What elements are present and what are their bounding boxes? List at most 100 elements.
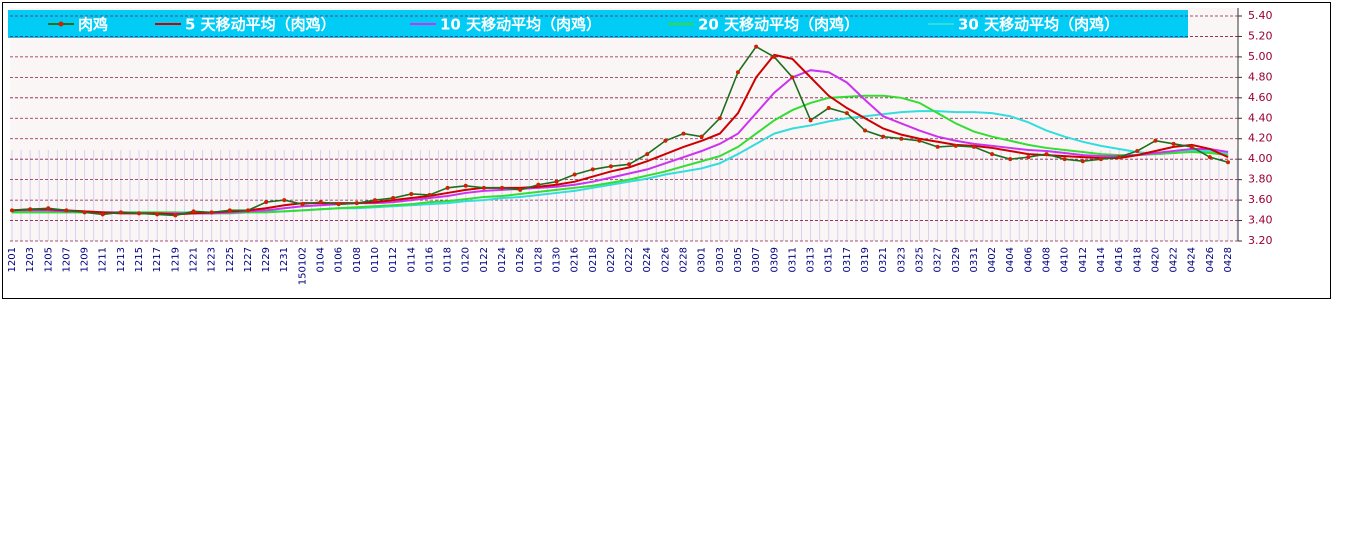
- point-marker: [1153, 138, 1158, 143]
- point-marker: [935, 144, 940, 149]
- legend-label: 20 天移动平均（肉鸡）: [698, 16, 859, 34]
- x-tick-label: 0226: [660, 247, 671, 272]
- point-marker: [790, 75, 795, 80]
- point-marker: [1080, 159, 1085, 164]
- point-marker: [46, 206, 51, 211]
- x-tick-label: 0228: [679, 247, 690, 272]
- x-tick-label: 0218: [588, 247, 599, 272]
- x-tick-label: 0216: [570, 247, 581, 272]
- y-tick-label: 5.00: [1248, 50, 1273, 63]
- x-tick-label: 0224: [642, 247, 653, 272]
- point-marker: [173, 213, 178, 218]
- point-marker: [1117, 155, 1122, 160]
- point-marker: [971, 144, 976, 149]
- point-marker: [137, 211, 142, 216]
- x-tick-label: 0416: [1114, 247, 1125, 272]
- x-tick-label: 0319: [860, 247, 871, 272]
- point-marker: [227, 208, 232, 213]
- point-marker: [245, 208, 250, 213]
- x-tick-label: 1203: [25, 247, 36, 272]
- x-tick-label: 1231: [279, 247, 290, 272]
- point-marker: [409, 191, 414, 196]
- point-marker: [754, 44, 759, 49]
- point-marker: [881, 134, 886, 139]
- x-tick-label: 0301: [697, 247, 708, 272]
- x-tick-label: 0327: [933, 247, 944, 272]
- point-marker: [372, 198, 377, 203]
- x-tick-label: 0106: [334, 247, 345, 272]
- point-marker: [699, 134, 704, 139]
- point-marker: [300, 202, 305, 207]
- point-marker: [990, 152, 995, 157]
- point-marker: [1008, 157, 1013, 162]
- x-tick-label: 1219: [170, 247, 181, 272]
- point-marker: [445, 185, 450, 190]
- point-marker: [500, 185, 505, 190]
- x-tick-label: 0313: [806, 247, 817, 272]
- point-marker: [118, 210, 123, 215]
- x-tick-label: 0114: [406, 247, 417, 272]
- y-tick-label: 3.20: [1248, 234, 1273, 247]
- point-marker: [627, 162, 632, 167]
- y-tick-label: 4.40: [1248, 111, 1273, 124]
- x-tick-label: 0104: [316, 247, 327, 272]
- x-tick-label: 0414: [1096, 247, 1107, 272]
- x-tick-label: 1229: [261, 247, 272, 272]
- x-tick-label: 1227: [243, 247, 254, 272]
- x-tick-label: 1225: [225, 247, 236, 272]
- legend-label: 30 天移动平均（肉鸡）: [958, 16, 1119, 34]
- point-marker: [264, 200, 269, 205]
- x-tick-label: 0323: [896, 247, 907, 272]
- x-tick-label: 0325: [914, 247, 925, 272]
- point-marker: [1189, 144, 1194, 149]
- point-marker: [155, 212, 160, 217]
- x-tick-label: 0122: [479, 247, 490, 272]
- x-tick-label: 0126: [515, 247, 526, 272]
- x-tick-label: 0331: [969, 247, 980, 272]
- x-tick-label: 0110: [370, 247, 381, 272]
- point-marker: [100, 212, 105, 217]
- point-marker: [844, 111, 849, 116]
- x-tick-label: 0412: [1078, 247, 1089, 272]
- x-tick-label: 1223: [207, 247, 218, 272]
- point-marker: [772, 54, 777, 59]
- point-marker: [1098, 157, 1103, 162]
- x-tick-label: 0220: [606, 247, 617, 272]
- x-tick-label: 0428: [1223, 247, 1234, 272]
- point-marker: [209, 210, 214, 215]
- x-tick-label: 0410: [1060, 247, 1071, 272]
- point-marker: [826, 106, 831, 111]
- point-marker: [1226, 160, 1230, 165]
- point-marker: [1044, 152, 1049, 157]
- point-marker: [953, 143, 958, 148]
- x-tick-label: 0422: [1169, 247, 1180, 272]
- x-tick-label: 0128: [533, 247, 544, 272]
- x-tick-label: 0309: [769, 247, 780, 272]
- point-marker: [282, 198, 287, 203]
- point-marker: [681, 131, 686, 136]
- y-tick-label: 4.60: [1248, 91, 1273, 104]
- point-marker: [1026, 155, 1031, 160]
- point-marker: [191, 209, 196, 214]
- point-marker: [336, 202, 341, 207]
- point-marker: [463, 183, 468, 188]
- x-tick-label: 0124: [497, 247, 508, 272]
- x-tick-label: 1213: [116, 247, 127, 272]
- point-marker: [518, 187, 523, 192]
- point-marker: [1135, 149, 1140, 153]
- x-tick-label: 1215: [134, 247, 145, 272]
- x-tick-label: 0222: [624, 247, 635, 272]
- x-tick-label: 0315: [824, 247, 835, 272]
- point-marker: [10, 208, 14, 213]
- x-tick-label: 0303: [715, 247, 726, 272]
- x-tick-label: 0408: [1042, 247, 1053, 272]
- point-marker: [735, 70, 740, 75]
- point-marker: [481, 185, 486, 190]
- point-marker: [572, 172, 577, 177]
- y-tick-label: 5.20: [1248, 29, 1273, 42]
- point-marker: [1062, 157, 1067, 162]
- x-tick-label: 1217: [152, 247, 163, 272]
- point-marker: [354, 201, 359, 206]
- legend-label: 5 天移动平均（肉鸡）: [185, 16, 336, 34]
